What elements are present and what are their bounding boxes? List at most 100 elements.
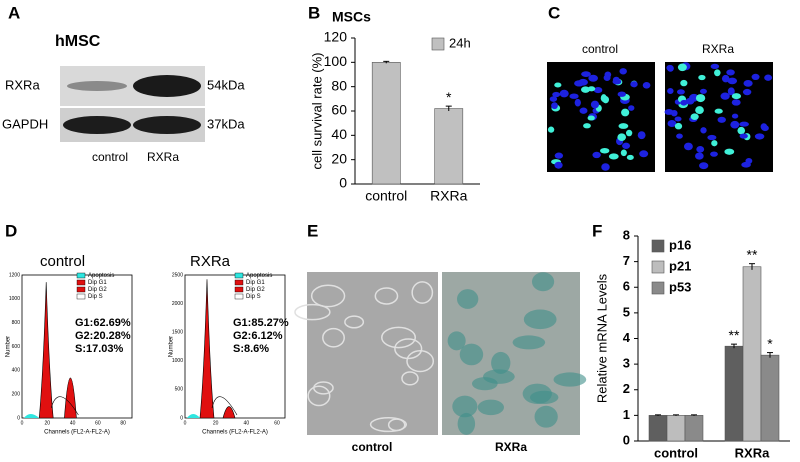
nucleus: [617, 133, 627, 141]
legend-label: Dip G1: [88, 280, 107, 286]
nucleus: [625, 129, 633, 137]
nucleus: [695, 106, 704, 115]
nucleus: [619, 68, 627, 75]
legend-label: Dip G1: [246, 280, 265, 286]
legend-label: Dip G2: [88, 287, 107, 293]
cell: [491, 351, 511, 375]
cell: [457, 412, 476, 435]
lane-label: control: [92, 150, 128, 164]
cell: [307, 385, 331, 407]
y-tick-label: 2000: [172, 301, 183, 307]
y-tick-label: 1500: [172, 330, 183, 336]
y-tick-label: 80: [331, 77, 347, 93]
lane-label: RXRa: [147, 150, 179, 164]
cell: [456, 289, 479, 309]
cell: [534, 405, 558, 428]
cell: [381, 326, 417, 349]
legend-label: p16: [669, 237, 691, 252]
nucleus: [626, 154, 634, 160]
legend-swatch: [651, 281, 665, 295]
bar: [648, 415, 668, 442]
nucleus: [700, 127, 707, 134]
legend-label: Apoptosis: [246, 273, 272, 279]
nucleus: [547, 126, 555, 133]
cell: [374, 287, 399, 305]
x-tick-label: 40: [244, 420, 250, 426]
stat-label: S:8.6%: [233, 343, 269, 355]
y-axis-label: cell survival rate (%): [309, 52, 324, 169]
bar: [684, 415, 704, 442]
nucleus: [760, 123, 768, 131]
y-tick-label: 7: [623, 253, 630, 268]
nucleus: [677, 63, 687, 72]
nucleus: [630, 81, 638, 88]
x-tick-label: control: [654, 445, 698, 460]
nucleus: [695, 94, 706, 103]
legend-swatch: [651, 260, 665, 274]
cell: [310, 284, 346, 308]
nucleus: [714, 69, 721, 77]
x-tick-label: 0: [184, 420, 187, 426]
image-label: RXRa: [702, 42, 734, 56]
y-tick-label: 100: [324, 53, 348, 69]
nucleus: [569, 93, 579, 99]
nucleus: [754, 133, 765, 140]
nucleus: [579, 107, 588, 114]
y-axis-label: Number: [6, 336, 12, 357]
y-tick-label: 40: [331, 126, 347, 142]
cell: [401, 371, 419, 386]
y-tick-label: 0: [180, 415, 183, 421]
legend-swatch: [234, 286, 244, 293]
cell: [313, 381, 334, 395]
y-tick-label: 0: [623, 432, 630, 447]
y-tick-label: 6: [623, 279, 630, 294]
x-tick-label: 60: [274, 420, 280, 426]
nucleus: [739, 133, 748, 139]
y-tick-label: 5: [623, 304, 630, 319]
x-axis-label: Channels (FL2-A-FL2-A): [202, 430, 268, 436]
nucleus: [724, 148, 735, 155]
g2-peak: [222, 406, 236, 419]
nucleus: [612, 78, 622, 85]
bar: [760, 354, 780, 442]
plot-title: RXRa: [190, 253, 231, 270]
apoptosis: [187, 414, 200, 418]
nucleus: [667, 88, 674, 95]
blot-title: hMSC: [55, 33, 101, 50]
legend-swatch: [76, 286, 86, 293]
y-tick-label: 8: [623, 227, 630, 242]
y-tick-label: 1200: [9, 272, 20, 278]
y-tick-label: 120: [324, 29, 348, 45]
nucleus: [695, 152, 704, 160]
y-tick-label: 1000: [9, 296, 20, 302]
blot-band: [133, 116, 201, 134]
stat-label: G2:6.12%: [233, 330, 283, 342]
nucleus: [741, 161, 751, 168]
nucleus: [743, 79, 753, 87]
nucleus: [714, 108, 723, 114]
stat-label: G1:62.69%: [75, 317, 131, 329]
cell: [522, 383, 552, 404]
microscopy-image: [307, 272, 438, 435]
band-label: RXRa: [5, 77, 40, 92]
nucleus: [620, 149, 627, 157]
nucleus: [617, 91, 626, 97]
significance: *: [767, 335, 773, 351]
y-tick-label: 2500: [172, 272, 183, 278]
nucleus: [628, 105, 635, 111]
panel-letter: C: [548, 3, 560, 22]
nucleus: [601, 163, 610, 171]
nucleus: [587, 115, 595, 121]
cell: [472, 377, 498, 391]
stat-label: G2:20.28%: [75, 330, 131, 342]
nucleus: [710, 151, 718, 157]
legend-label: p53: [669, 279, 691, 294]
panel-letter: A: [8, 3, 20, 22]
significance: **: [747, 246, 758, 262]
nucleus: [637, 131, 646, 140]
stat-label: G1:85.27%: [233, 317, 289, 329]
x-tick-label: control: [365, 188, 407, 204]
nucleus: [581, 86, 590, 93]
nucleus: [710, 63, 720, 70]
nucleus: [664, 108, 674, 115]
